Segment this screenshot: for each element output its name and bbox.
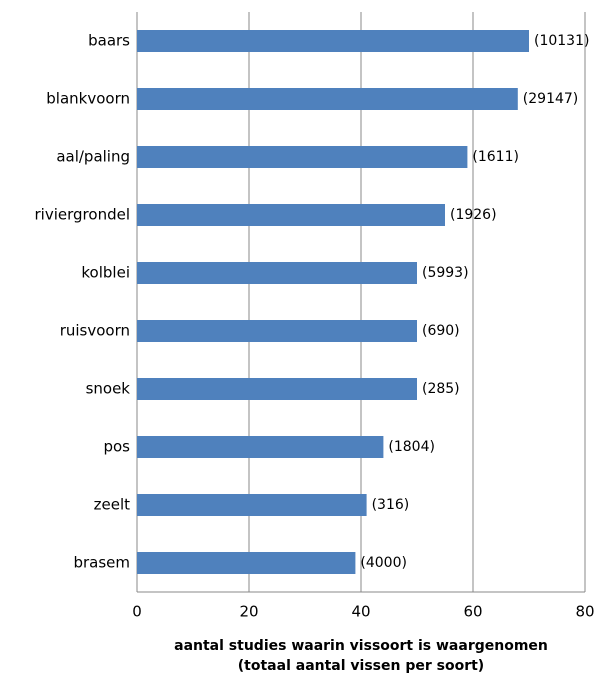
bar bbox=[137, 378, 417, 400]
x-tick-label: 40 bbox=[351, 603, 370, 621]
y-tick-label: aal/paling bbox=[56, 148, 130, 166]
y-tick-label: pos bbox=[103, 438, 130, 456]
bar bbox=[137, 552, 356, 574]
annotation: (4000) bbox=[360, 555, 407, 571]
x-tick-label: 20 bbox=[239, 603, 258, 621]
annotation: (285) bbox=[422, 381, 460, 397]
annotation: (1804) bbox=[388, 439, 435, 455]
x-axis-label: aantal studies waarin vissoort is waarge… bbox=[174, 638, 548, 654]
y-tick-label: snoek bbox=[86, 380, 131, 398]
y-tick-label: brasem bbox=[73, 554, 130, 572]
y-tick-label: ruisvoorn bbox=[60, 322, 130, 340]
x-tick-label: 0 bbox=[132, 603, 142, 621]
y-tick-label: zeelt bbox=[94, 496, 130, 514]
x-tick-label: 80 bbox=[575, 603, 594, 621]
y-tick-label: riviergrondel bbox=[35, 206, 130, 224]
bar bbox=[137, 494, 367, 516]
annotation: (29147) bbox=[523, 91, 578, 107]
annotation: (1926) bbox=[450, 207, 497, 223]
y-tick-label: kolblei bbox=[81, 264, 130, 282]
bar bbox=[137, 30, 529, 52]
bar bbox=[137, 262, 417, 284]
bar bbox=[137, 88, 518, 110]
x-tick-label: 60 bbox=[463, 603, 482, 621]
bar bbox=[137, 146, 468, 168]
bar bbox=[137, 436, 384, 458]
y-tick-label: blankvoorn bbox=[46, 90, 130, 108]
annotation: (690) bbox=[422, 323, 460, 339]
bar bbox=[137, 320, 417, 342]
x-axis-label: (totaal aantal vissen per soort) bbox=[238, 658, 484, 674]
y-tick-label: baars bbox=[88, 32, 130, 50]
annotation: (316) bbox=[372, 497, 410, 513]
bar bbox=[137, 204, 445, 226]
annotation: (5993) bbox=[422, 265, 469, 281]
annotation: (10131) bbox=[534, 33, 589, 49]
annotation: (1611) bbox=[472, 149, 519, 165]
